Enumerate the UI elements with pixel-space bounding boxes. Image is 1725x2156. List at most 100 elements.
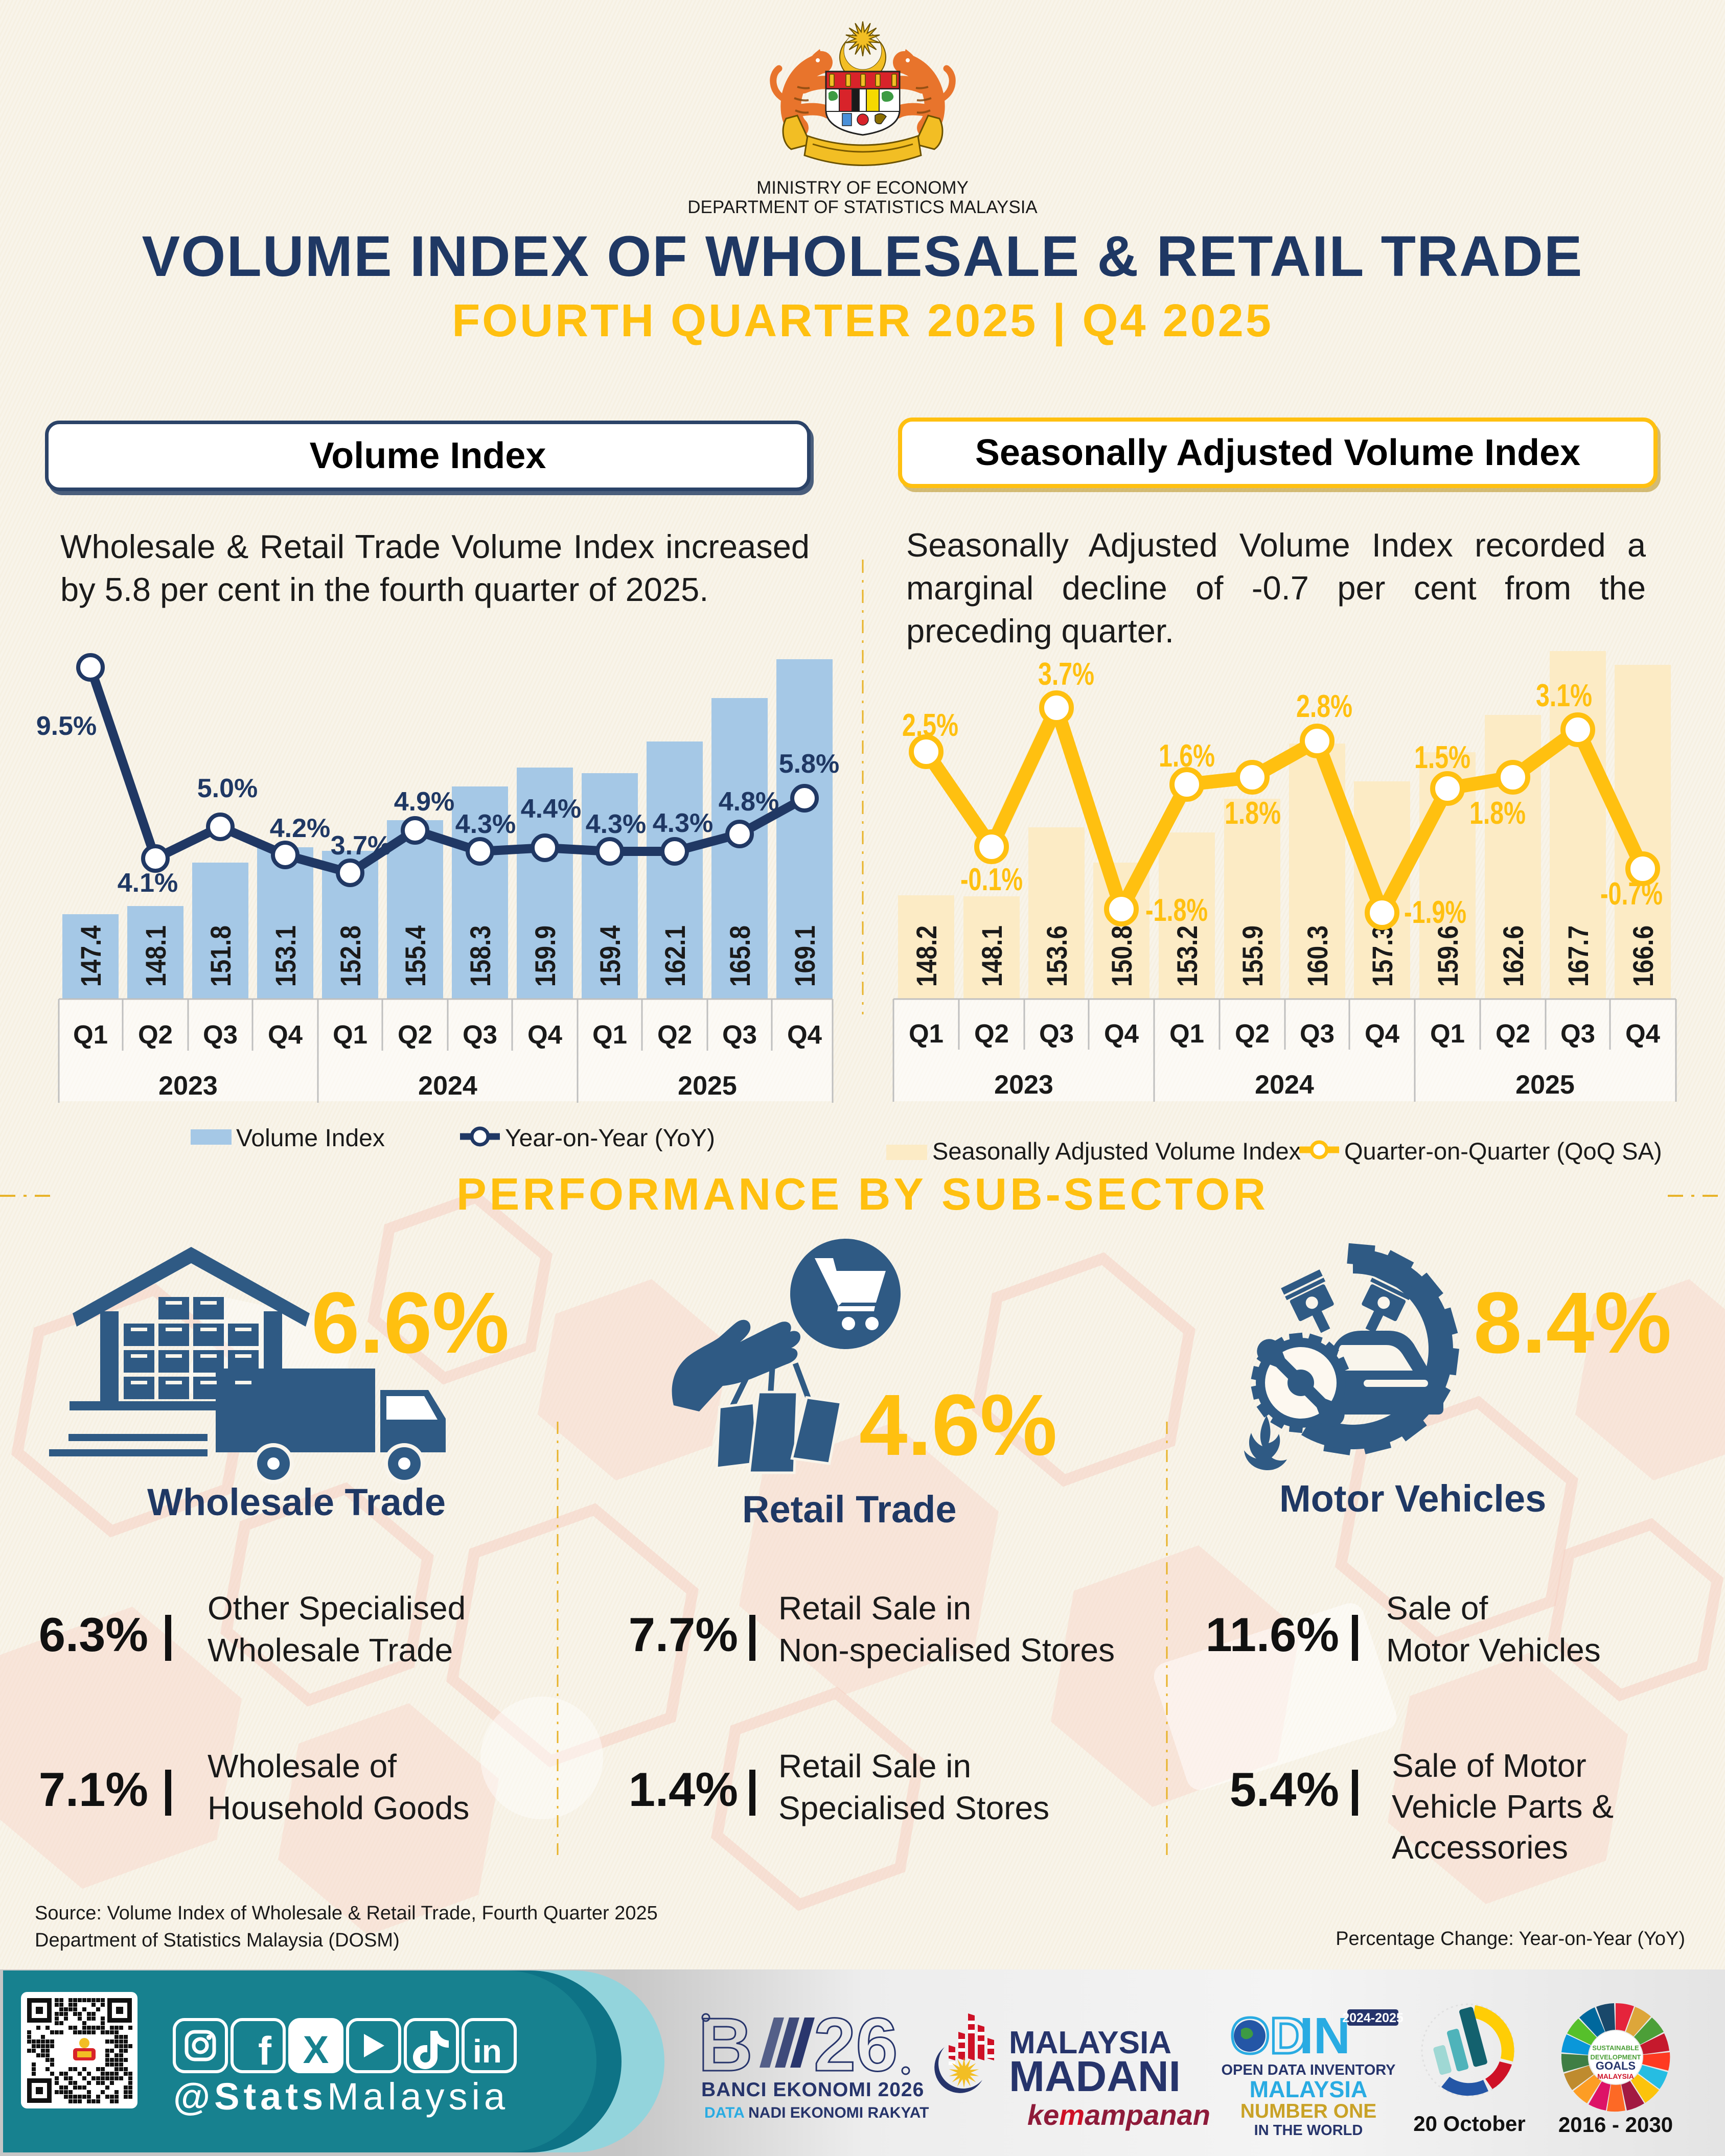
svg-text:151.8: 151.8 xyxy=(204,925,237,987)
svg-text:Q4: Q4 xyxy=(1365,1019,1400,1048)
svg-text:-0.7%: -0.7% xyxy=(1600,876,1663,912)
svg-text:1.8%: 1.8% xyxy=(1469,796,1526,831)
svg-text:Volume Index: Volume Index xyxy=(236,1125,385,1152)
svg-text:155.4: 155.4 xyxy=(399,925,431,987)
svg-text:in: in xyxy=(473,2033,502,2070)
svg-text:Q2: Q2 xyxy=(657,1020,692,1049)
svg-text:3.7%: 3.7% xyxy=(1038,657,1094,692)
svg-text:MADANI: MADANI xyxy=(1009,2052,1181,2100)
svg-text:167.7: 167.7 xyxy=(1562,925,1594,987)
svg-text:165.8: 165.8 xyxy=(724,925,756,987)
svg-text:Q1: Q1 xyxy=(73,1020,108,1049)
svg-text:3.7%: 3.7% xyxy=(331,831,392,861)
svg-text:Q3: Q3 xyxy=(1300,1019,1335,1048)
svg-text:@StatsMalaysia: @StatsMalaysia xyxy=(173,2075,509,2118)
svg-text:152.8: 152.8 xyxy=(334,925,366,987)
svg-text:2023: 2023 xyxy=(994,1070,1053,1100)
svg-text:2.8%: 2.8% xyxy=(1296,689,1352,724)
svg-text:OPEN DATA INVENTORY: OPEN DATA INVENTORY xyxy=(1221,2062,1395,2078)
svg-text:-1.9%: -1.9% xyxy=(1404,895,1466,930)
svg-text:1.5%: 1.5% xyxy=(1414,740,1470,775)
svg-text:MALAYSIA: MALAYSIA xyxy=(1597,2072,1634,2080)
svg-text:5.0%: 5.0% xyxy=(197,774,258,803)
svg-text:159.4: 159.4 xyxy=(594,925,626,987)
svg-text:Q1: Q1 xyxy=(909,1019,944,1048)
svg-text:148.1: 148.1 xyxy=(976,925,1008,987)
svg-text:Q2: Q2 xyxy=(1496,1019,1530,1048)
svg-text:Q2: Q2 xyxy=(398,1020,432,1049)
svg-text:2023: 2023 xyxy=(158,1071,218,1101)
svg-text:Quarter-on-Quarter (QoQ SA): Quarter-on-Quarter (QoQ SA) xyxy=(1344,1138,1662,1165)
svg-text:Q2: Q2 xyxy=(138,1020,173,1049)
svg-text:Q1: Q1 xyxy=(1430,1019,1465,1048)
svg-text:150.8: 150.8 xyxy=(1106,925,1138,987)
svg-text:148.2: 148.2 xyxy=(910,925,942,987)
svg-text:-0.1%: -0.1% xyxy=(960,862,1023,897)
svg-text:Q4: Q4 xyxy=(1104,1019,1139,1048)
svg-text:5.8%: 5.8% xyxy=(779,749,840,779)
svg-text:Q3: Q3 xyxy=(1039,1019,1074,1048)
svg-text:Q3: Q3 xyxy=(203,1020,238,1049)
svg-text:f: f xyxy=(258,2028,272,2073)
svg-text:162.1: 162.1 xyxy=(659,925,691,987)
svg-text:147.4: 147.4 xyxy=(75,925,107,987)
svg-text:153.2: 153.2 xyxy=(1171,925,1203,987)
svg-text:159.6: 159.6 xyxy=(1432,925,1464,987)
svg-text:166.6: 166.6 xyxy=(1627,925,1659,987)
svg-text:4.9%: 4.9% xyxy=(394,787,455,817)
svg-text:IN THE WORLD: IN THE WORLD xyxy=(1254,2122,1363,2139)
svg-text:153.6: 153.6 xyxy=(1041,925,1073,987)
svg-text:4.2%: 4.2% xyxy=(270,814,331,843)
svg-text:20 October: 20 October xyxy=(1413,2112,1525,2136)
svg-text:GOALS: GOALS xyxy=(1596,2059,1636,2072)
svg-text:2024: 2024 xyxy=(1255,1070,1314,1100)
svg-text:Q4: Q4 xyxy=(268,1020,303,1049)
svg-text:Year-on-Year (YoY): Year-on-Year (YoY) xyxy=(505,1125,715,1152)
svg-text:160.3: 160.3 xyxy=(1301,925,1333,987)
svg-text:153.1: 153.1 xyxy=(269,925,302,987)
svg-text:148.1: 148.1 xyxy=(140,925,172,987)
svg-text:Q3: Q3 xyxy=(722,1020,757,1049)
svg-text:4.1%: 4.1% xyxy=(118,868,178,898)
svg-text:157.3: 157.3 xyxy=(1366,925,1398,987)
svg-text:Q4: Q4 xyxy=(1625,1019,1661,1048)
svg-text:DATA NADI EKONOMI RAKYAT: DATA NADI EKONOMI RAKYAT xyxy=(704,2104,929,2121)
svg-text:Seasonally Adjusted Volume Ind: Seasonally Adjusted Volume Index xyxy=(932,1138,1301,1165)
svg-text:-1.8%: -1.8% xyxy=(1145,893,1208,928)
svg-text:2024-2025: 2024-2025 xyxy=(1342,2011,1404,2025)
svg-text:26: 26 xyxy=(814,2003,898,2087)
svg-text:Q4: Q4 xyxy=(527,1020,563,1049)
svg-text:2.5%: 2.5% xyxy=(902,708,958,743)
svg-text:Q1: Q1 xyxy=(333,1020,367,1049)
svg-text:Q3: Q3 xyxy=(463,1020,497,1049)
svg-text:162.6: 162.6 xyxy=(1497,925,1529,987)
svg-text:Q2: Q2 xyxy=(974,1019,1009,1048)
svg-text:kemampanan: kemampanan xyxy=(1027,2099,1210,2131)
svg-text:Q1: Q1 xyxy=(1169,1019,1204,1048)
svg-text:Q3: Q3 xyxy=(1560,1019,1595,1048)
svg-text:158.3: 158.3 xyxy=(464,925,496,987)
svg-text:Q1: Q1 xyxy=(592,1020,627,1049)
svg-text:X: X xyxy=(303,2028,329,2072)
svg-text:4.3%: 4.3% xyxy=(455,809,516,839)
svg-text:1.6%: 1.6% xyxy=(1159,738,1215,774)
svg-text:Q4: Q4 xyxy=(787,1020,822,1049)
svg-text:1.8%: 1.8% xyxy=(1225,796,1281,831)
svg-text:BANCI EKONOMI 2026: BANCI EKONOMI 2026 xyxy=(701,2079,924,2101)
svg-text:159.9: 159.9 xyxy=(529,925,561,987)
svg-text:2025: 2025 xyxy=(678,1071,737,1101)
svg-text:4.3%: 4.3% xyxy=(586,809,647,839)
svg-text:9.5%: 9.5% xyxy=(36,711,97,741)
svg-text:2025: 2025 xyxy=(1515,1070,1575,1100)
svg-text:DEVELOPMENT: DEVELOPMENT xyxy=(1591,2053,1641,2061)
svg-text:MALAYSIA: MALAYSIA xyxy=(1009,2025,1171,2060)
svg-text:MALAYSIA: MALAYSIA xyxy=(1250,2076,1368,2102)
svg-text:B: B xyxy=(698,2003,753,2087)
svg-text:4.4%: 4.4% xyxy=(521,794,582,824)
svg-text:4.8%: 4.8% xyxy=(719,787,779,817)
svg-text:155.9: 155.9 xyxy=(1236,925,1269,987)
svg-text:2024: 2024 xyxy=(418,1071,477,1101)
svg-text:169.1: 169.1 xyxy=(789,925,821,987)
svg-text:SUSTAINABLE: SUSTAINABLE xyxy=(1592,2044,1639,2052)
svg-text:3.1%: 3.1% xyxy=(1536,678,1592,713)
